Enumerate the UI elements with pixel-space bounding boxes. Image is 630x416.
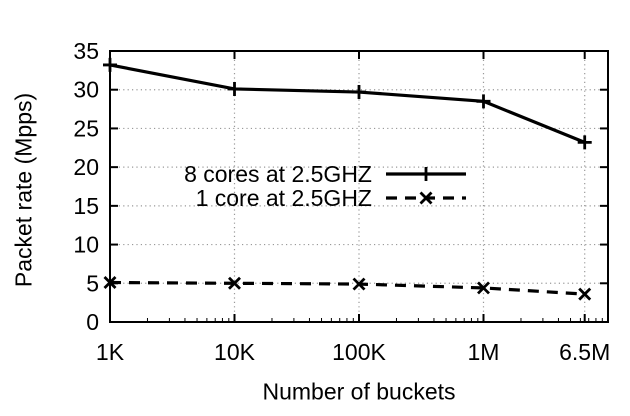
- plus-marker-icon: [476, 94, 491, 109]
- series-line-8-cores-at-2-5ghz: [109, 63, 586, 144]
- x-axis-title: Number of buckets: [262, 378, 456, 405]
- y-tick-label: 5: [86, 270, 99, 296]
- plot-border: [109, 50, 609, 323]
- x-tick-label: 100K: [332, 339, 386, 365]
- plus-marker-icon: [577, 135, 592, 150]
- cross-marker-icon: [419, 191, 433, 205]
- legend-sample-dashed-line: [386, 191, 466, 205]
- cross-marker-icon: [578, 287, 592, 301]
- y-tick-label: 15: [73, 193, 99, 219]
- cross-marker-icon: [477, 281, 490, 295]
- cross-marker-icon: [103, 276, 117, 290]
- y-tick-label: 10: [73, 232, 99, 258]
- x-tick-label: 1K: [96, 339, 125, 365]
- plus-marker-icon: [227, 81, 242, 96]
- y-tick-label: 20: [73, 154, 99, 180]
- cross-marker-icon: [352, 277, 366, 291]
- x-tick-label: 1M: [468, 339, 500, 365]
- legend-sample-solid-line: [386, 167, 466, 181]
- legend-label: 8 cores at 2.5GHZ: [184, 160, 372, 187]
- y-tick-label: 35: [73, 38, 99, 64]
- legend-item-8-cores: 8 cores at 2.5GHZ: [130, 160, 466, 187]
- legend-label: 1 core at 2.5GHZ: [195, 184, 372, 211]
- x-tick-label: 10K: [214, 339, 256, 365]
- cross-marker-icon: [228, 276, 241, 290]
- plus-marker-icon: [419, 167, 433, 181]
- plus-marker-icon: [352, 85, 366, 100]
- legend-item-1-core: 1 core at 2.5GHZ: [130, 184, 466, 211]
- y-tick-label: 25: [73, 115, 99, 141]
- legend: 8 cores at 2.5GHZ 1 core at 2.5GHZ: [130, 160, 466, 211]
- plus-marker-icon: [103, 57, 117, 72]
- y-tick-label: 0: [86, 309, 99, 335]
- x-tick-label: 6.5M: [559, 339, 610, 365]
- series-line-1-core-at-2-5ghz: [109, 280, 585, 296]
- y-axis-title: Packet rate (Mpps): [10, 92, 37, 288]
- y-tick-label: 30: [73, 77, 99, 103]
